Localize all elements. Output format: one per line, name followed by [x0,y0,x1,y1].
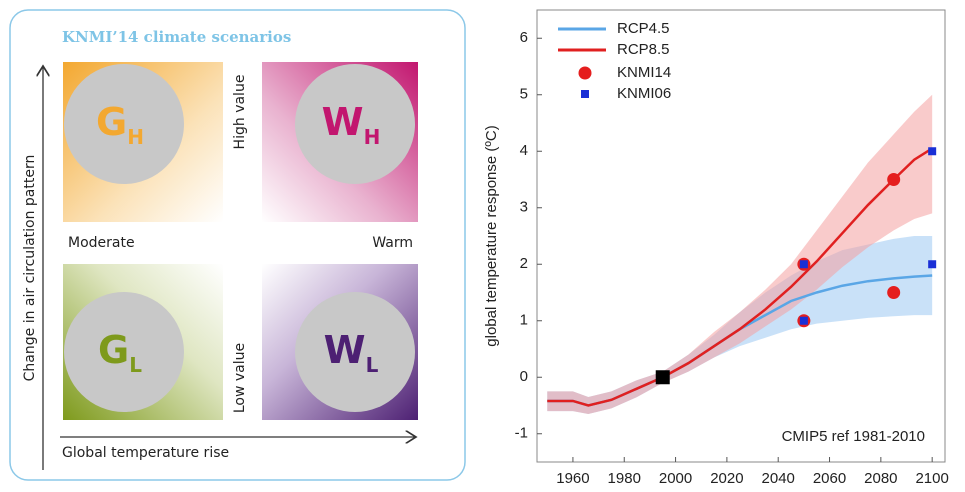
legend-label: KNMI06 [617,85,671,102]
legend-label: KNMI14 [617,64,671,81]
diagram-title: KNMI’14 climate scenarios [62,28,291,46]
y-axis-label: global temperature response (ºC) [483,125,500,346]
x-tick-label: 2080 [864,470,897,487]
scenario-diagram: KNMI’14 climate scenarios Change in air … [9,9,466,481]
letter: G [96,100,127,144]
point [928,147,937,156]
y-axis-label: Change in air circulation pattern [22,155,38,382]
reference-point [655,370,670,385]
chart: -1 0 1 2 3 4 5 6 1960 1980 2000 2020 2040 2060 2080 210… [483,9,949,487]
scenario-circle [295,64,415,184]
letter: W [322,100,364,144]
letter: W [324,328,366,372]
x-tick-label: 1980 [608,470,641,487]
legend-label: RCP4.5 [617,20,670,37]
x-tick-label: 2040 [762,470,795,487]
legend-swatch [578,66,592,80]
x-tick-label: 2000 [659,470,692,487]
x-tick-label: 2020 [710,470,743,487]
y-tick-label: 2 [520,255,528,272]
point [799,260,808,269]
series-line [547,147,933,407]
y-tick-label: 5 [520,86,528,103]
legend-swatch [581,90,589,98]
y-tick-label: 6 [520,29,528,46]
x-axis-label: Global temperature rise [62,445,229,461]
scenario-circle [64,64,184,184]
point [887,286,901,299]
point [887,173,901,186]
uncertainty-band [547,94,933,414]
plot-frame [536,9,946,463]
y-tick-label: 0 [520,368,528,385]
subscript: H [364,125,381,149]
scenario-label: GL [98,328,142,377]
scenario-label: WH [322,100,381,149]
annotation: CMIP5 ref 1981-2010 [782,428,925,445]
point [799,316,808,325]
scenario-circle [295,292,415,412]
subscript: L [129,353,142,377]
y-tick-label: 4 [520,142,528,159]
y-tick-label: 1 [520,312,528,329]
subscript: L [366,353,379,377]
legend-label: RCP8.5 [617,41,670,58]
label: Moderate [68,235,135,251]
x-tick-label: 1960 [556,470,589,487]
scenario-label: GH [96,100,144,149]
label: Warm [372,235,413,251]
letter: G [98,328,129,372]
label: Low value [232,343,248,413]
label: High value [232,75,248,150]
y-tick-label: 3 [520,199,528,216]
scenario-label: WL [324,328,379,377]
x-tick-label: 2060 [813,470,846,487]
x-tick-label: 2100 [915,470,948,487]
y-tick-label: -1 [515,425,528,442]
point [928,260,937,269]
subscript: H [127,125,144,149]
scenario-circle [64,292,184,412]
frame [9,9,466,481]
